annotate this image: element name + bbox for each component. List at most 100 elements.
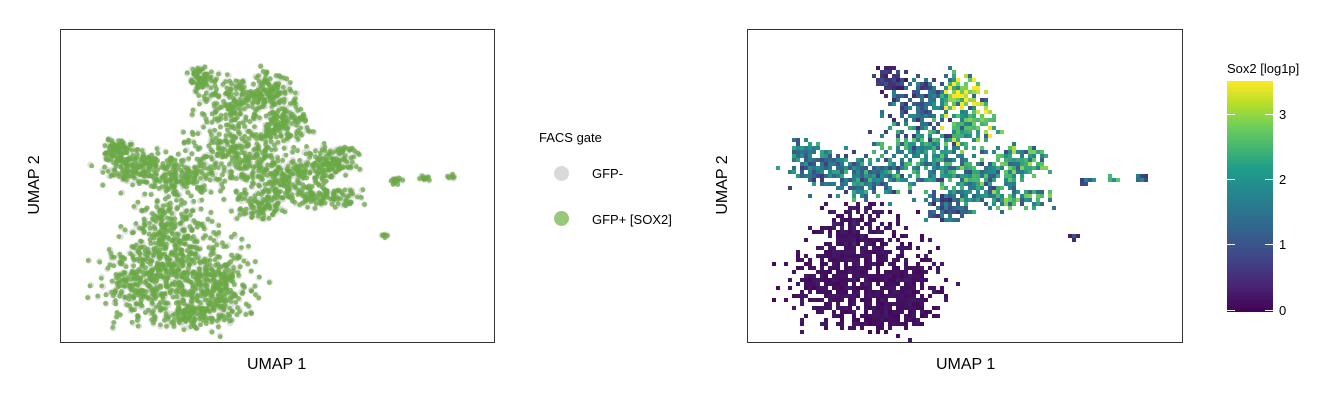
point-gfp-pos <box>251 165 256 171</box>
point-gfp-pos <box>138 291 144 297</box>
point-gfp-pos <box>207 262 213 268</box>
point-gfp-pos <box>216 230 222 235</box>
point-gfp-pos <box>200 170 205 176</box>
point-gfp-pos <box>256 295 262 301</box>
point-gfp-pos <box>191 234 196 240</box>
point-gfp-pos <box>154 278 160 283</box>
point-gfp-pos <box>179 247 185 253</box>
point-gfp-pos <box>251 81 256 87</box>
point-gfp-pos <box>273 122 279 128</box>
point-gfp-pos <box>294 122 299 128</box>
point-gfp-pos <box>172 224 178 229</box>
point-gfp-pos <box>220 287 226 293</box>
point-gfp-pos <box>224 277 229 282</box>
point-gfp-pos <box>139 179 144 185</box>
point-gfp-pos <box>265 172 270 178</box>
point-gfp-pos <box>231 255 237 261</box>
point-gfp-pos <box>178 158 184 163</box>
point-gfp-pos <box>264 69 270 75</box>
point-gfp-pos <box>173 189 179 195</box>
point-gfp-pos <box>223 116 229 122</box>
point-gfp-pos <box>199 274 204 280</box>
point-gfp-pos <box>192 270 198 276</box>
point-gfp-pos <box>164 215 170 221</box>
point-gfp-pos <box>266 153 272 159</box>
point-gfp-pos <box>200 76 206 81</box>
point-gfp-pos <box>163 181 169 187</box>
point-gfp-pos <box>261 80 267 85</box>
point-gfp-pos <box>229 101 234 107</box>
point-gfp-pos <box>125 159 131 164</box>
point-gfp-pos <box>148 192 154 198</box>
point-gfp-pos <box>187 224 193 230</box>
point-gfp-pos <box>216 71 221 77</box>
point-gfp-pos <box>200 111 205 116</box>
point-gfp-pos <box>109 254 115 260</box>
point-gfp-pos <box>148 241 154 246</box>
point-gfp-pos <box>288 133 294 138</box>
point-gfp-pos <box>259 157 265 163</box>
point-gfp-pos <box>165 300 171 306</box>
point-gfp-pos <box>208 278 214 284</box>
point-gfp-pos <box>208 93 214 98</box>
point-gfp-pos <box>235 305 241 311</box>
point-gfp-pos <box>194 224 200 230</box>
point-gfp-pos <box>215 153 221 159</box>
point-gfp-pos <box>258 63 264 69</box>
point-gfp-pos <box>304 144 309 149</box>
point-gfp-pos <box>283 124 289 130</box>
point-gfp-pos <box>251 111 257 117</box>
point-gfp-pos <box>135 314 141 320</box>
point-gfp-pos <box>295 172 301 178</box>
point-gfp-pos <box>188 280 194 285</box>
point-gfp-pos <box>295 136 301 142</box>
point-gfp-pos <box>174 294 180 300</box>
point-gfp-pos <box>181 312 187 318</box>
point-gfp-pos <box>252 292 258 298</box>
point-gfp-pos <box>258 104 264 110</box>
point-gfp-pos <box>225 127 230 133</box>
point-gfp-pos <box>188 174 193 180</box>
point-gfp-pos <box>210 245 216 250</box>
point-gfp-pos <box>263 139 269 144</box>
point-gfp-pos <box>111 293 116 298</box>
point-gfp-pos <box>123 264 129 270</box>
point-gfp-pos <box>232 134 237 140</box>
point-gfp-pos <box>181 307 187 313</box>
point-gfp-pos <box>232 162 238 168</box>
point-gfp-pos <box>234 143 239 149</box>
point-gfp-pos <box>153 218 159 224</box>
point-gfp-pos <box>114 314 120 320</box>
point-gfp-pos <box>263 132 269 138</box>
point-gfp-pos <box>209 329 215 335</box>
point-gfp-pos <box>240 101 246 106</box>
point-gfp-pos <box>137 250 142 256</box>
point-gfp-pos <box>138 277 143 283</box>
point-gfp-pos <box>139 239 144 245</box>
point-gfp-pos <box>283 152 289 158</box>
point-gfp-pos <box>129 173 135 179</box>
point-gfp-pos <box>115 284 121 290</box>
point-gfp-pos <box>216 131 222 137</box>
point-gfp-pos <box>275 114 281 120</box>
point-gfp-pos <box>229 158 235 164</box>
point-gfp-pos <box>180 214 185 220</box>
point-gfp-pos <box>189 151 195 157</box>
point-gfp-pos <box>135 152 140 157</box>
point-gfp-pos <box>175 263 181 268</box>
point-gfp-pos <box>262 154 268 160</box>
point-gfp-pos <box>232 282 237 287</box>
point-gfp-pos <box>194 239 200 245</box>
point-gfp-pos <box>223 282 229 288</box>
point-gfp-pos <box>162 300 167 305</box>
point-gfp-pos <box>109 278 115 284</box>
point-gfp-pos <box>214 302 220 307</box>
point-gfp-pos <box>131 270 137 276</box>
point-gfp-pos <box>209 140 214 146</box>
point-gfp-pos <box>191 218 197 224</box>
point-gfp-pos <box>189 129 195 135</box>
point-gfp-pos <box>220 172 225 178</box>
point-gfp-pos <box>173 300 179 306</box>
point-gfp-pos <box>239 150 245 156</box>
point-gfp-pos <box>130 283 136 288</box>
